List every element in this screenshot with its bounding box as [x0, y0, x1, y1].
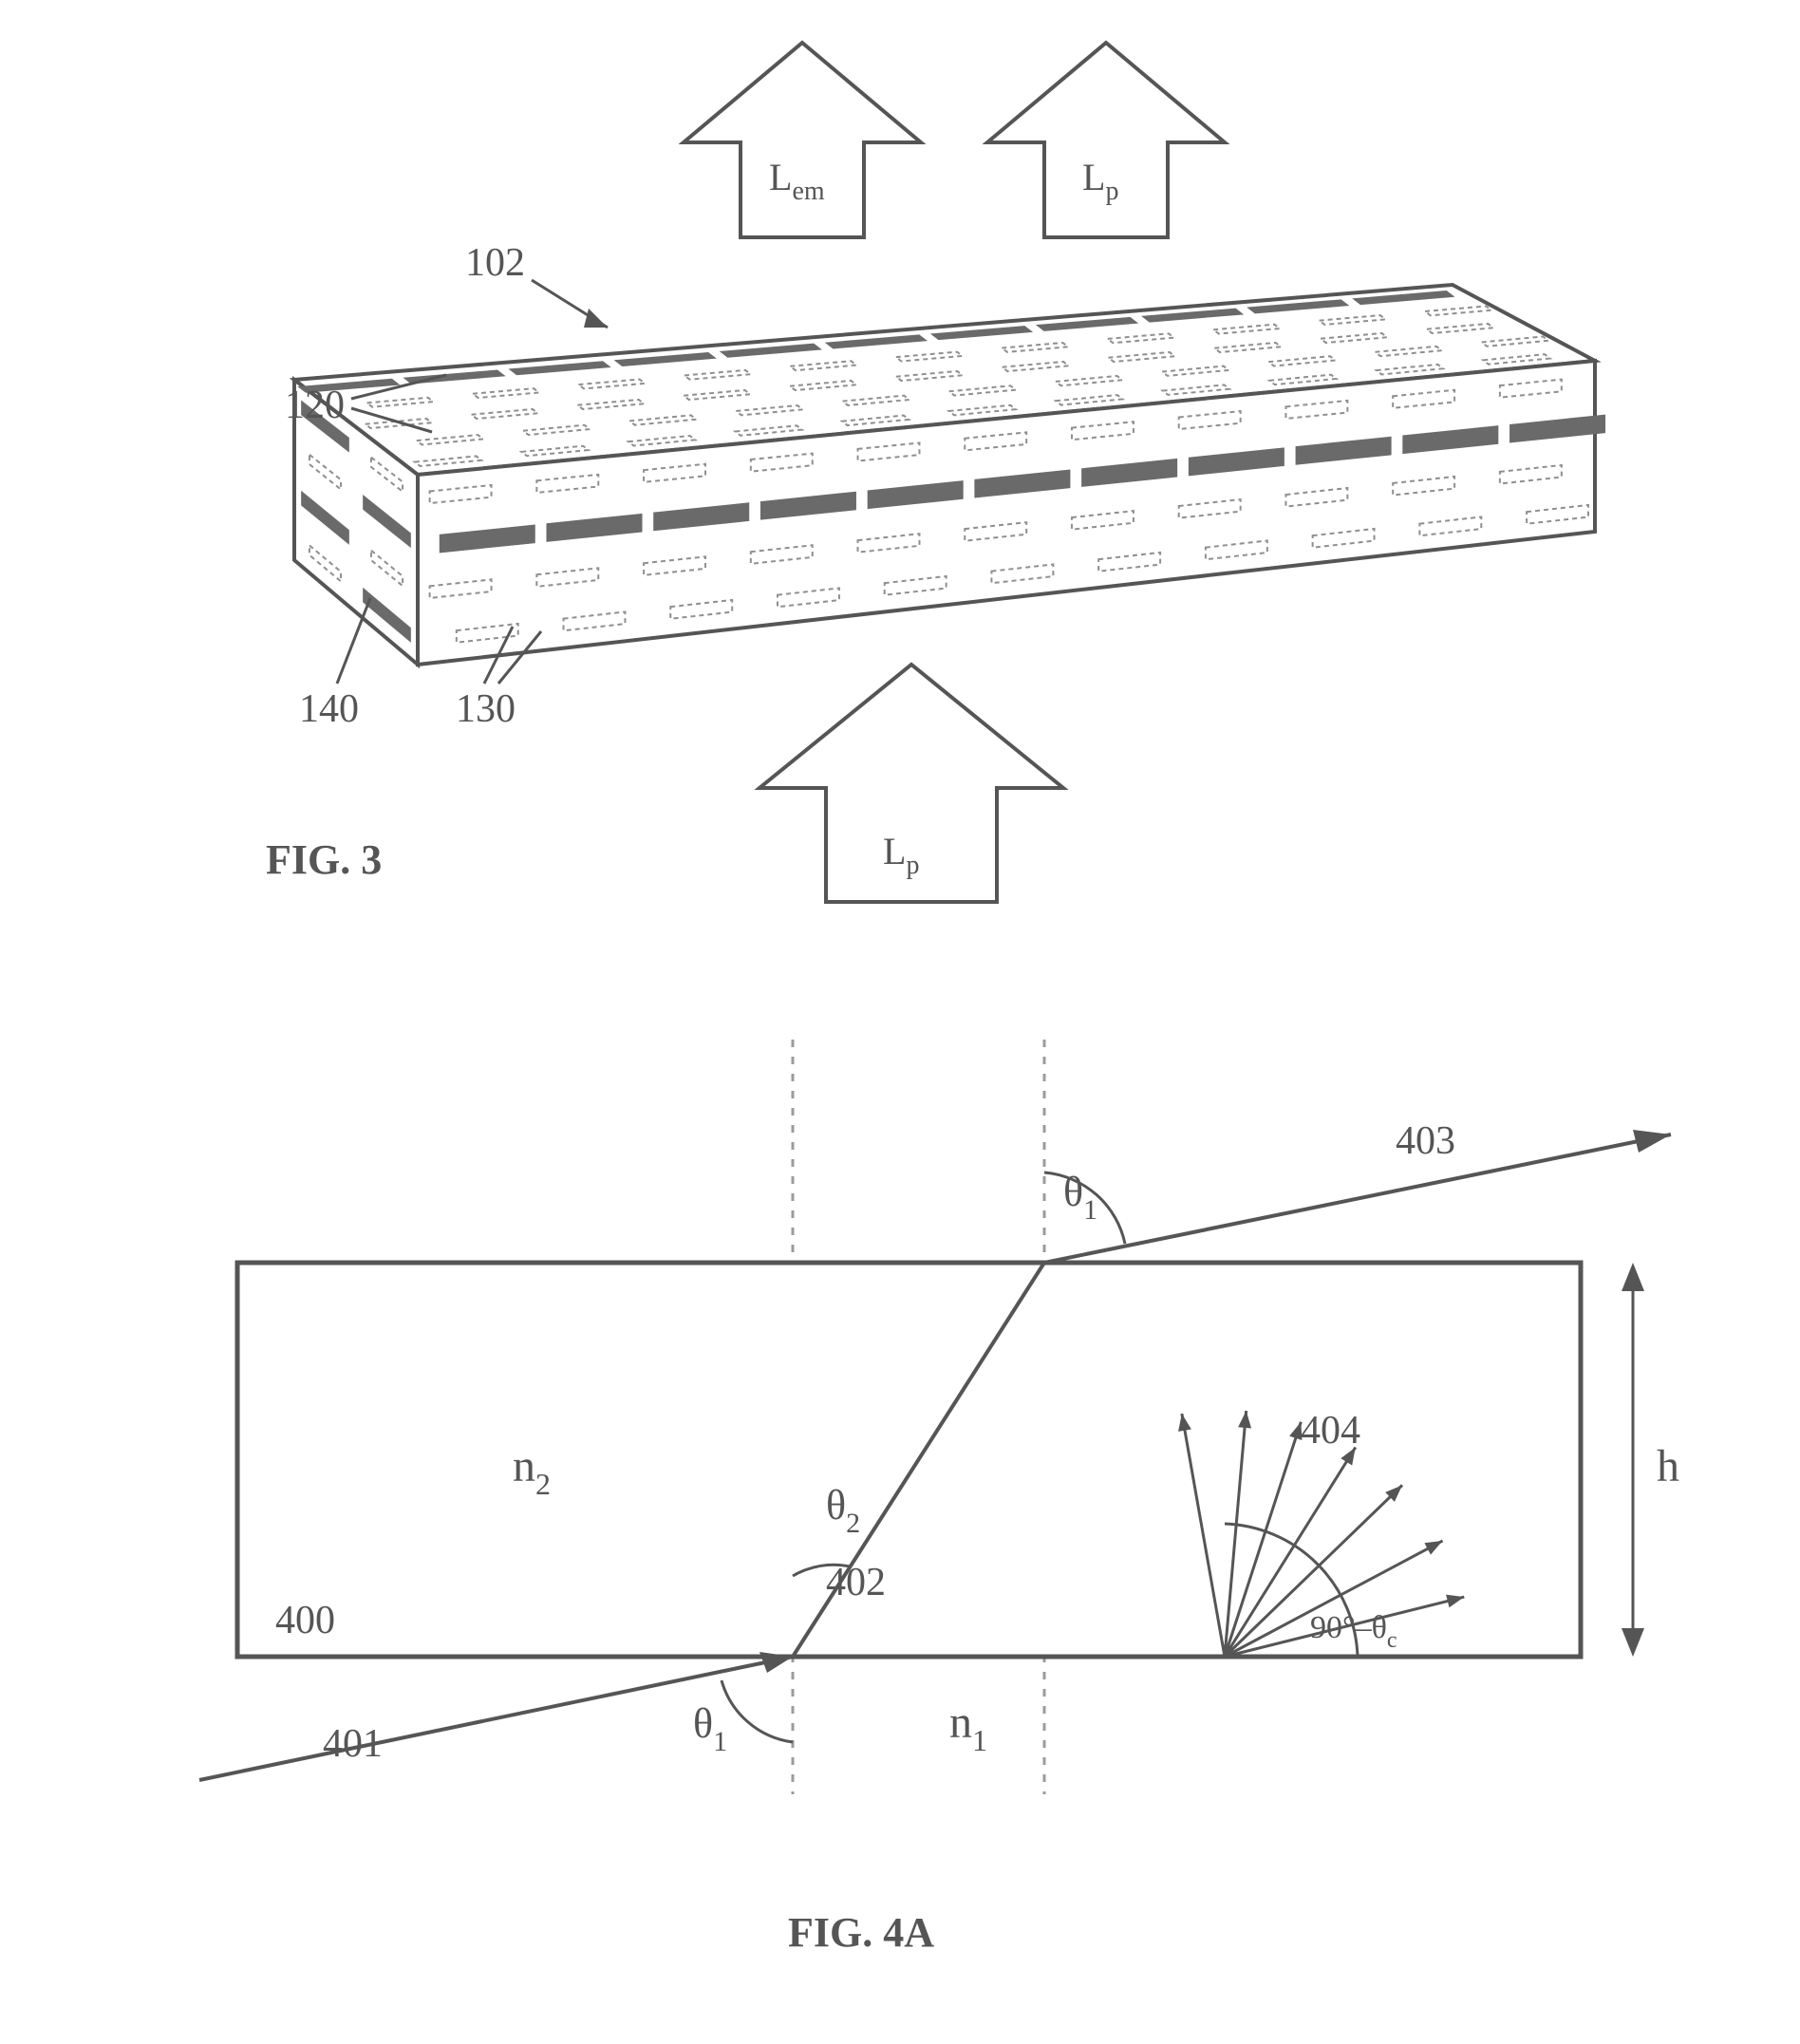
- h-label: h: [1657, 1441, 1679, 1491]
- ref-102: 102: [465, 241, 608, 328]
- svg-text:102: 102: [465, 241, 525, 285]
- arc-theta1-bottom: [722, 1680, 793, 1742]
- ref-403: 403: [1396, 1119, 1455, 1163]
- ref-140: 140: [299, 598, 370, 731]
- ref-401: 401: [323, 1722, 383, 1766]
- fig3-label: FIG. 3: [266, 836, 382, 883]
- theta1-top: θ1: [1063, 1169, 1097, 1226]
- slab-4a: [237, 1263, 1581, 1657]
- page: Lem Lp 102 120: [0, 0, 1800, 2044]
- dim-h: h: [1622, 1263, 1679, 1657]
- ray-403: [1044, 1135, 1671, 1263]
- arrow-Lp-top: Lp: [987, 43, 1225, 237]
- ref-400: 400: [275, 1599, 335, 1642]
- slab: [294, 285, 1595, 665]
- fig4a: n2 n1 400 401 θ1 θ2 402 403 θ1: [199, 1040, 1679, 1956]
- fig3: Lem Lp 102 120: [266, 43, 1605, 902]
- n1-label: n1: [949, 1697, 987, 1757]
- arrow-Lem: Lem: [684, 43, 921, 237]
- svg-text:140: 140: [299, 687, 359, 731]
- ray-403-head: [1633, 1130, 1671, 1153]
- theta1-bottom: θ1: [693, 1700, 727, 1757]
- fig4a-label: FIG. 4A: [788, 1909, 934, 1956]
- drawing-canvas: Lem Lp 102 120: [0, 0, 1800, 2044]
- svg-text:120: 120: [285, 384, 345, 427]
- ref-402: 402: [826, 1561, 886, 1604]
- svg-text:130: 130: [456, 687, 516, 731]
- arrow-Lp-bottom: Lp: [759, 665, 1063, 902]
- ref-404: 404: [1301, 1409, 1360, 1453]
